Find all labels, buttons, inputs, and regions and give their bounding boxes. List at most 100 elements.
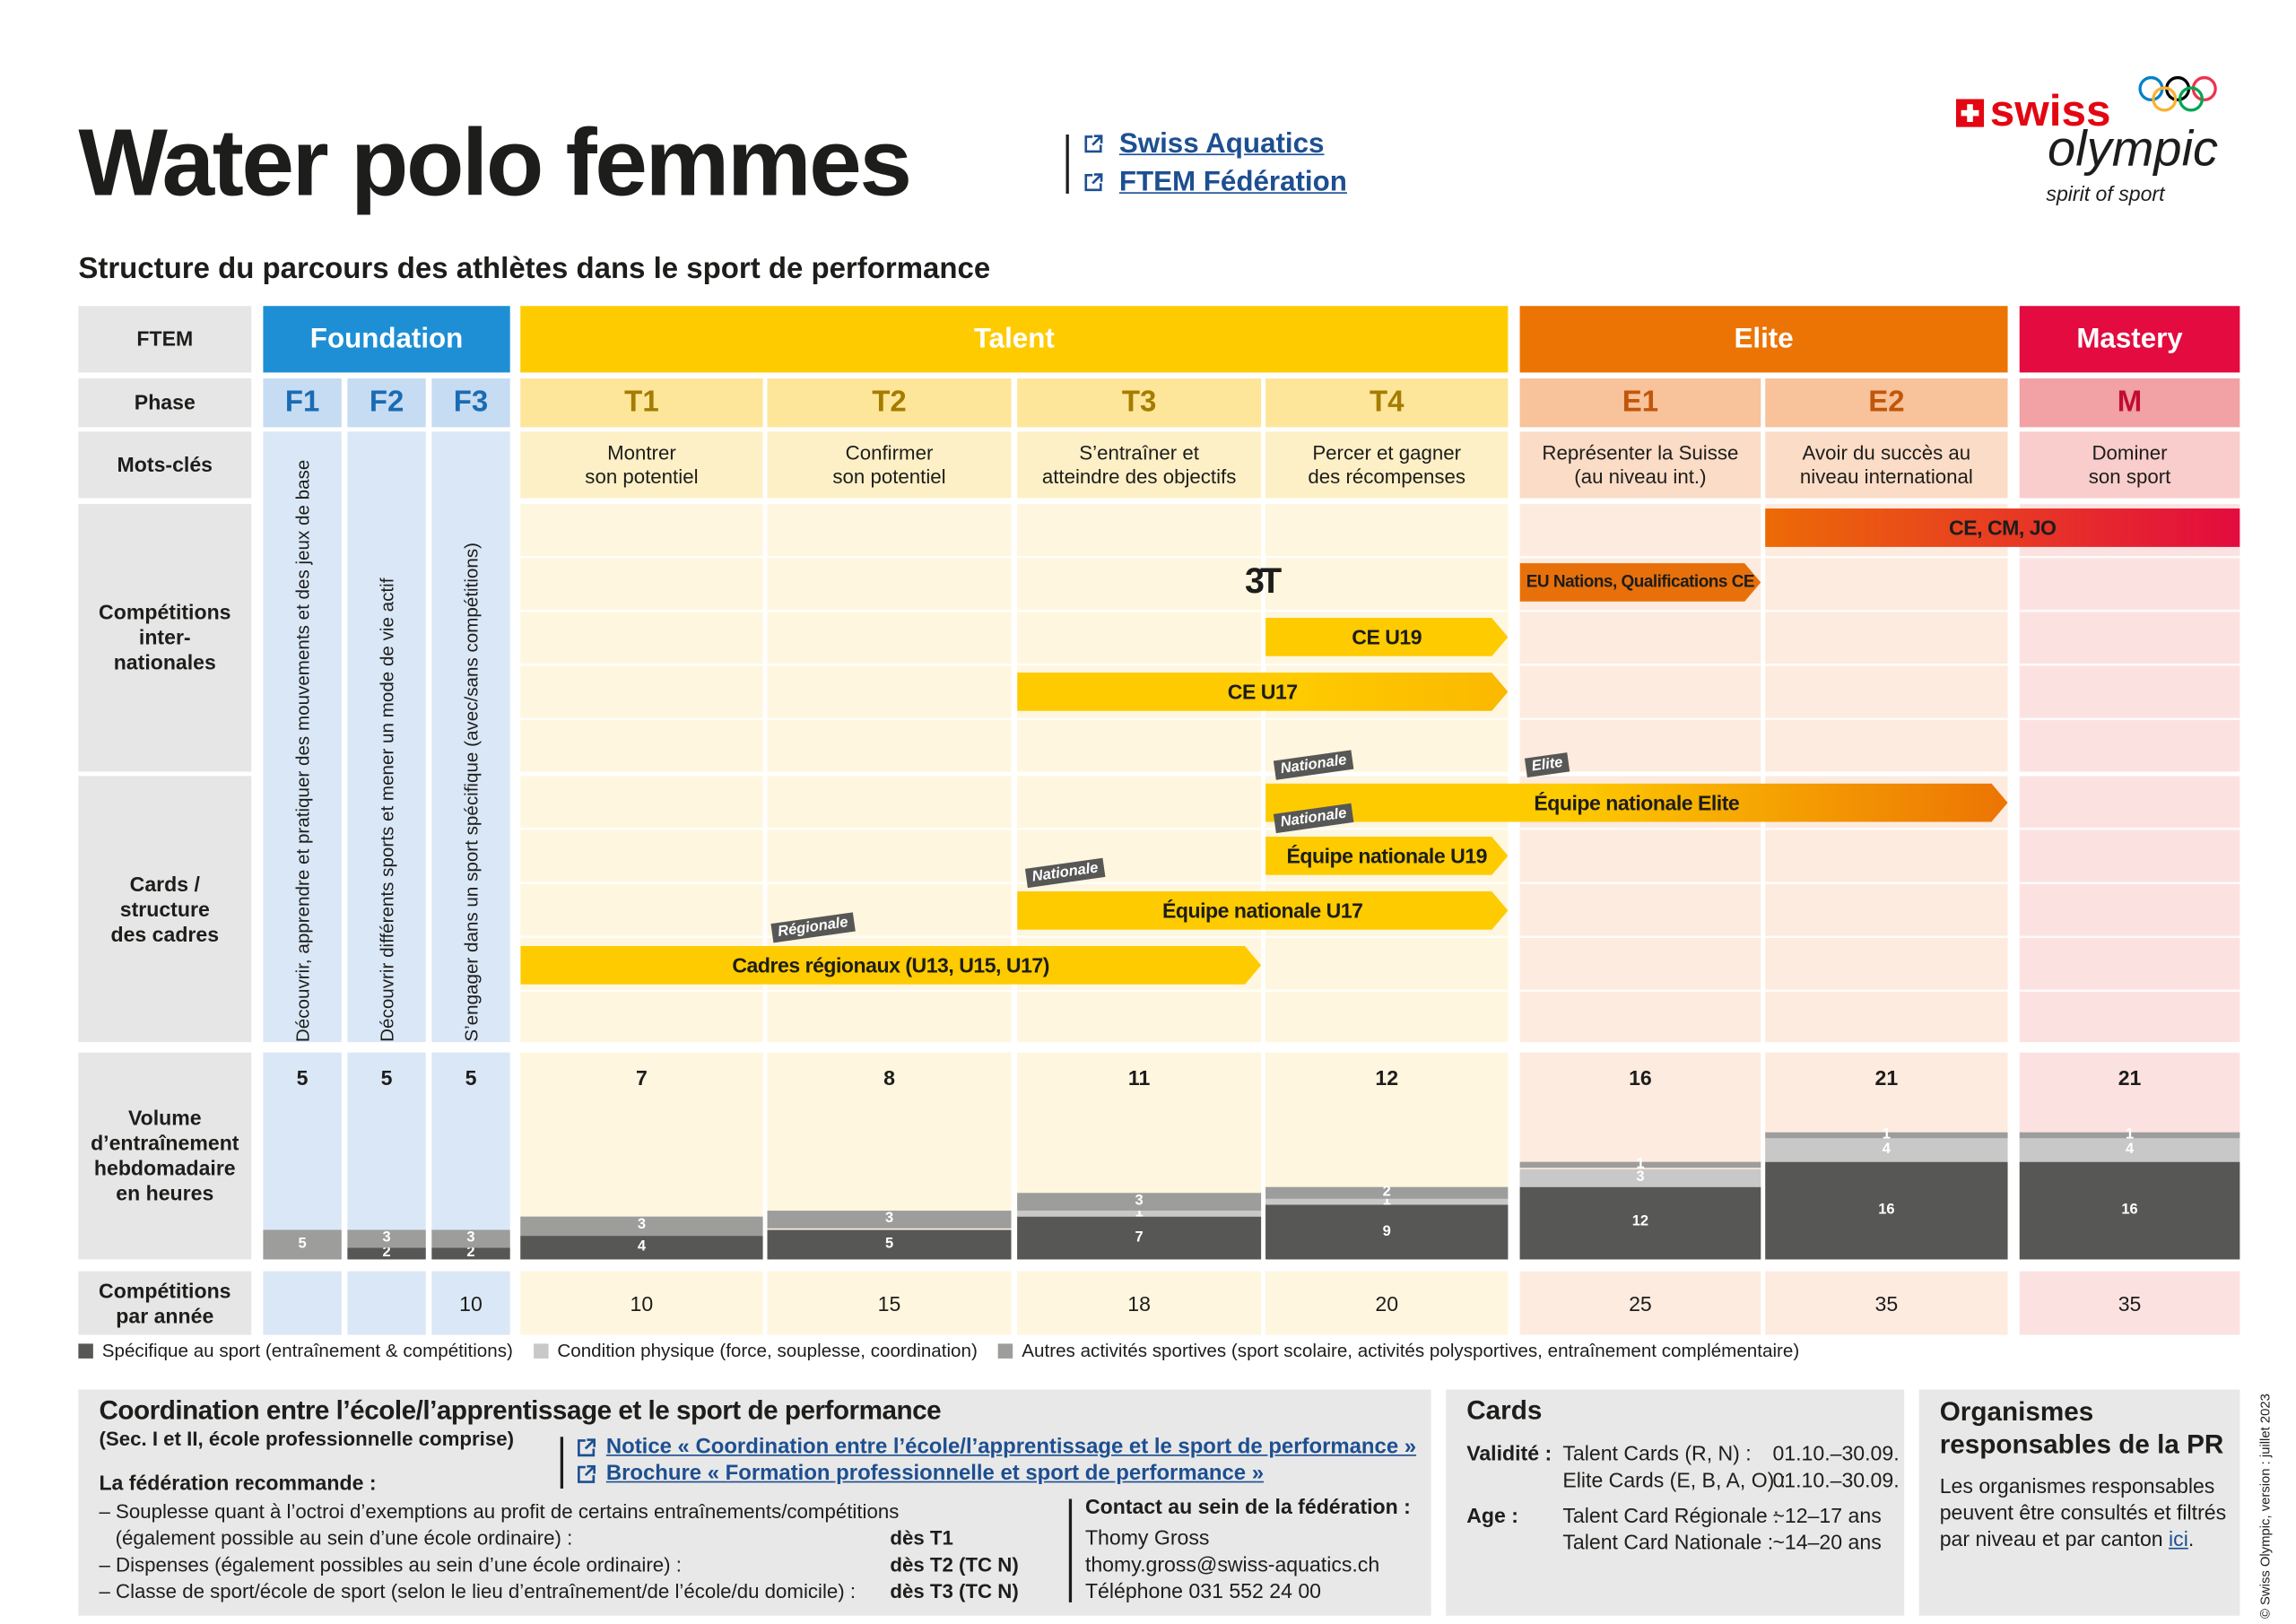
ftem-header: Talent xyxy=(520,306,1509,373)
legend-item: Spécifique au sport (entraînement & comp… xyxy=(78,1341,513,1361)
cards-cell xyxy=(520,776,763,1043)
segment-label: 3 xyxy=(1636,1168,1645,1185)
logo-3t: 3T xyxy=(1244,561,1282,602)
copyright: © Swiss Olympic, version : juillet 2023 xyxy=(2257,1394,2273,1620)
coordination-link[interactable]: Notice « Coordination entre l’école/l’ap… xyxy=(605,1435,1417,1459)
segment-label: 3 xyxy=(466,1229,475,1246)
phase-code: E2 xyxy=(1765,378,2008,428)
legend-item: Autres activités sportives (sport scolai… xyxy=(997,1341,1799,1361)
divider xyxy=(560,1437,564,1489)
row-label: Cards / structure des cadres xyxy=(78,776,252,1043)
cards-row-label: Talent Card Régionale : xyxy=(1562,1503,1779,1527)
card-bar: Équipe nationale U17 xyxy=(1017,891,1508,930)
competition-cell xyxy=(2019,504,2240,772)
title: Water polo femmes xyxy=(78,109,912,216)
segment-label: 2 xyxy=(1382,1184,1391,1201)
external-link-icon xyxy=(577,1464,596,1484)
segment-label: 3 xyxy=(884,1211,894,1228)
keyword-cell: S’engager dans un sport spécifique (avec… xyxy=(431,431,510,1043)
phase-code: T2 xyxy=(767,378,1012,428)
segment-label: 1 xyxy=(1636,1156,1645,1173)
segment-label: 4 xyxy=(1882,1141,1891,1159)
row-label: Compétitions par année xyxy=(78,1271,252,1335)
volume-segment: 3 xyxy=(767,1211,1012,1229)
segment-label: 3 xyxy=(382,1229,391,1246)
competitions-cell: 35 xyxy=(2019,1271,2240,1335)
keywords: Représenter la Suisse (au niveau int.) xyxy=(1519,431,1761,499)
phase-code: E1 xyxy=(1519,378,1761,428)
volume-cell xyxy=(431,1052,510,1260)
legend: Spécifique au sport (entraînement & comp… xyxy=(78,1341,1799,1361)
recommend-value: dès T2 (TC N) xyxy=(890,1553,1019,1576)
header-link[interactable]: FTEM Fédération xyxy=(1118,167,1347,198)
competition-cell xyxy=(1765,504,2008,772)
volume-segment: 5 xyxy=(767,1229,1012,1260)
segment-label: 4 xyxy=(2125,1141,2135,1159)
volume-segment: 9 xyxy=(1265,1204,1509,1260)
competitions-cell: 25 xyxy=(1519,1271,1761,1335)
competition-cell xyxy=(1017,504,1262,772)
volume-segment: 3 xyxy=(520,1217,763,1236)
keywords: Avoir du succès au niveau international xyxy=(1765,431,2008,499)
keywords: S’entraîner et atteindre des objectifs xyxy=(1017,431,1262,499)
volume-total: 21 xyxy=(1874,1065,1899,1090)
keyword-cell: Découvrir, apprendre et pratiquer des mo… xyxy=(263,431,342,1043)
divider xyxy=(1068,1498,1073,1602)
phase-code: M xyxy=(2019,378,2240,428)
legend-swatch xyxy=(997,1343,1013,1359)
volume-total: 16 xyxy=(1629,1065,1652,1090)
segment-label: 7 xyxy=(1135,1229,1144,1246)
volume-segment: 2 xyxy=(431,1245,510,1260)
keywords: Confirmer son potentiel xyxy=(767,431,1012,499)
logo-name: olympic xyxy=(2048,121,2219,178)
legend-swatch xyxy=(533,1343,549,1359)
panel-subtitle: (Sec. I et II, école professionnelle com… xyxy=(99,1428,514,1451)
segment-label: 5 xyxy=(298,1235,307,1252)
panel xyxy=(1446,1389,1905,1616)
competition-bar: CE U17 xyxy=(1017,673,1508,711)
cards-cell xyxy=(2019,776,2240,1043)
row-label: FTEM xyxy=(78,306,252,373)
segment-label: 4 xyxy=(637,1238,646,1255)
volume-segment: 5 xyxy=(263,1229,342,1260)
cards-row-value: ~14–20 ans xyxy=(1772,1530,1882,1554)
panel-title: Coordination entre l’école/l’apprentissa… xyxy=(99,1395,942,1426)
external-link-icon xyxy=(1083,173,1103,192)
volume-total: 21 xyxy=(2118,1065,2142,1090)
segment-label: 2 xyxy=(382,1244,391,1261)
recommend-heading: La fédération recommande : xyxy=(99,1471,377,1495)
segment-label: 1 xyxy=(1382,1193,1391,1210)
recommend-text: (également possible au sein d’une école … xyxy=(115,1526,573,1550)
organisms-link[interactable]: ici xyxy=(2169,1526,2188,1551)
cards-row-value: 01.10.–30.09. xyxy=(1772,1467,1900,1492)
divider xyxy=(1065,135,1069,194)
competition-cell xyxy=(1519,504,1761,772)
card-bar: Équipe nationale Elite xyxy=(1265,784,2008,822)
logo-tagline: spirit of sport xyxy=(2046,181,2165,206)
volume-segment: 4 xyxy=(2019,1138,2240,1163)
cards-row-label: Talent Card Nationale : xyxy=(1562,1530,1774,1554)
recommend-text: – Souplesse quant à l’octroi d’exemption… xyxy=(99,1500,900,1523)
volume-total: 11 xyxy=(1127,1065,1151,1090)
phase-code: F3 xyxy=(431,378,510,428)
contact-line: Téléphone 031 552 24 00 xyxy=(1084,1578,1322,1602)
cards-label: Validité : xyxy=(1466,1441,1552,1465)
organisms-end: . xyxy=(2187,1526,2195,1551)
segment-label: 16 xyxy=(2121,1202,2138,1219)
legend-label: Spécifique au sport (entraînement & comp… xyxy=(101,1341,513,1362)
external-link-icon xyxy=(1083,135,1103,153)
volume-total: 5 xyxy=(465,1065,477,1090)
keywords: Découvrir, apprendre et pratiquer des mo… xyxy=(291,459,313,1043)
ftem-header: Foundation xyxy=(263,306,510,373)
competitions-cell: 18 xyxy=(1017,1271,1262,1335)
ftem-header: Elite xyxy=(1519,306,2008,373)
competition-bar: CE, CM, JO xyxy=(1765,508,2240,547)
segment-label: 1 xyxy=(2125,1125,2135,1143)
segment-label: 1 xyxy=(1882,1125,1891,1143)
header-link[interactable]: Swiss Aquatics xyxy=(1118,128,1325,161)
volume-segment: 4 xyxy=(1765,1138,2008,1163)
volume-segment: 7 xyxy=(1017,1217,1262,1260)
segment-label: 12 xyxy=(1631,1213,1649,1231)
coordination-link[interactable]: Brochure « Formation professionnelle et … xyxy=(605,1462,1265,1486)
volume-segment: 16 xyxy=(1765,1162,2008,1260)
